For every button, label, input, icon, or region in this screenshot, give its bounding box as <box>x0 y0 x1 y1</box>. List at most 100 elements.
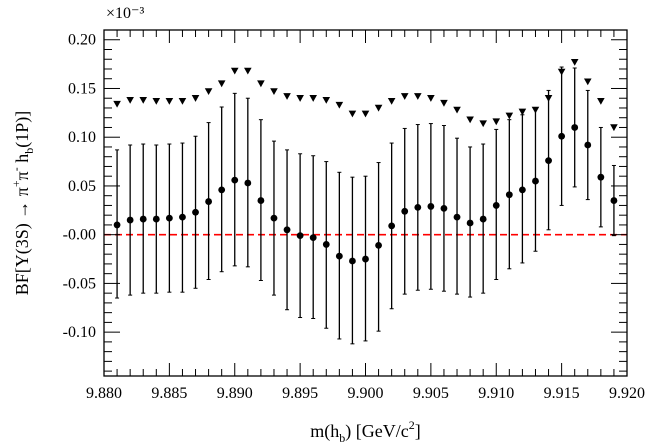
upper-limit-marker <box>544 95 553 102</box>
data-point <box>532 177 539 185</box>
data-point <box>205 198 213 205</box>
upper-limit-marker <box>466 116 474 124</box>
data-point <box>296 232 304 240</box>
data-point <box>610 197 618 204</box>
upper-limit-marker <box>230 67 239 75</box>
data-point <box>545 157 552 165</box>
upper-limit-marker <box>348 110 357 118</box>
upper-limit-marker <box>191 95 200 102</box>
data-point <box>440 204 448 212</box>
x-tick-label: 9.885 <box>151 385 187 402</box>
upper-limit-marker <box>178 97 187 105</box>
x-tick-label: 9.895 <box>282 385 318 402</box>
upper-limit-marker <box>244 67 252 75</box>
data-point <box>597 173 605 181</box>
data-point <box>309 234 317 242</box>
upper-limit-marker <box>270 88 278 96</box>
data-point <box>558 132 566 140</box>
upper-limit-marker <box>165 97 174 105</box>
upper-limit-marker <box>427 95 435 102</box>
y-tick-label: -0.05 <box>63 275 96 292</box>
upper-limit-marker <box>283 93 291 100</box>
upper-limit-marker <box>453 106 461 114</box>
upper-limit-marker <box>479 120 487 128</box>
data-point <box>362 255 369 263</box>
upper-limit-marker <box>505 112 514 120</box>
data-point <box>179 213 186 221</box>
upper-limit-marker <box>400 93 409 100</box>
x-axis-title: m(hb) [GeV/c2] <box>310 418 420 445</box>
upper-limit-marker <box>204 88 213 96</box>
y-tick-label: -0.00 <box>63 227 96 244</box>
upper-limit-marker <box>387 97 396 105</box>
upper-limit-marker <box>557 68 566 76</box>
upper-limit-marker <box>322 96 331 104</box>
data-point <box>584 141 592 149</box>
y-axis-title: BF[Υ(3S) → π+π- hb(1P)] <box>9 111 36 295</box>
data-point <box>492 202 500 209</box>
tick-layer: 9.880 9.885 9.890 9.895 9.900 9.905 9.910 9.915… <box>63 29 645 402</box>
x-tick-label: 9.915 <box>544 385 580 402</box>
upper-limit-marker <box>414 93 422 100</box>
upper-limit-marker <box>257 80 265 88</box>
upper-limit-marker <box>113 100 121 108</box>
data-layer <box>113 58 618 345</box>
y-exponent-label: ×10⁻³ <box>106 5 144 22</box>
y-tick-label: -0.10 <box>63 324 96 341</box>
data-point <box>453 213 461 221</box>
upper-limit-marker <box>518 108 527 116</box>
upper-limit-marker <box>374 104 383 112</box>
data-point <box>283 226 291 234</box>
data-point <box>414 203 422 211</box>
upper-limit-marker <box>296 95 304 102</box>
upper-limit-marker <box>440 99 448 107</box>
data-point <box>244 179 252 187</box>
data-point <box>257 197 265 204</box>
data-point <box>126 216 134 224</box>
data-point <box>479 215 487 223</box>
data-point <box>519 186 526 194</box>
upper-limit-marker <box>309 95 317 102</box>
upper-limit-marker <box>335 101 344 109</box>
data-point <box>152 215 160 223</box>
x-tick-label: 9.910 <box>478 385 514 402</box>
x-tick-label: 9.900 <box>348 385 384 402</box>
data-point <box>401 207 409 215</box>
y-tick-label: 0.20 <box>68 32 96 49</box>
data-point <box>349 257 356 265</box>
data-point <box>165 214 173 222</box>
upper-limit-marker <box>597 97 605 105</box>
upper-limit-marker <box>126 96 134 104</box>
data-point <box>335 252 343 260</box>
x-tick-label: 9.890 <box>217 385 253 402</box>
upper-limit-marker <box>570 58 579 66</box>
data-point <box>388 222 396 230</box>
upper-limit-marker <box>217 80 226 88</box>
data-point <box>231 176 239 184</box>
upper-limit-marker <box>610 124 618 132</box>
data-point <box>375 241 382 249</box>
upper-limit-marker <box>492 118 501 126</box>
data-point <box>218 186 226 194</box>
upper-limit-marker <box>152 97 161 105</box>
data-point <box>113 221 121 229</box>
x-tick-label: 9.920 <box>609 385 645 402</box>
y-tick-label: 0.05 <box>68 178 96 195</box>
upper-limit-marker <box>583 78 592 86</box>
data-point <box>427 203 435 210</box>
data-point <box>505 191 513 199</box>
data-point <box>466 219 474 227</box>
data-point <box>270 214 278 222</box>
data-point <box>322 241 330 248</box>
upper-limit-marker <box>139 96 148 104</box>
upper-limit-marker <box>531 106 540 114</box>
y-tick-label: 0.15 <box>68 80 96 97</box>
x-tick-label: 9.905 <box>413 385 449 402</box>
data-point <box>571 124 579 131</box>
data-point <box>192 208 199 216</box>
x-tick-label: 9.880 <box>86 385 122 402</box>
upper-limit-marker <box>361 110 370 118</box>
y-tick-label: 0.10 <box>68 129 96 146</box>
data-point <box>139 215 147 223</box>
